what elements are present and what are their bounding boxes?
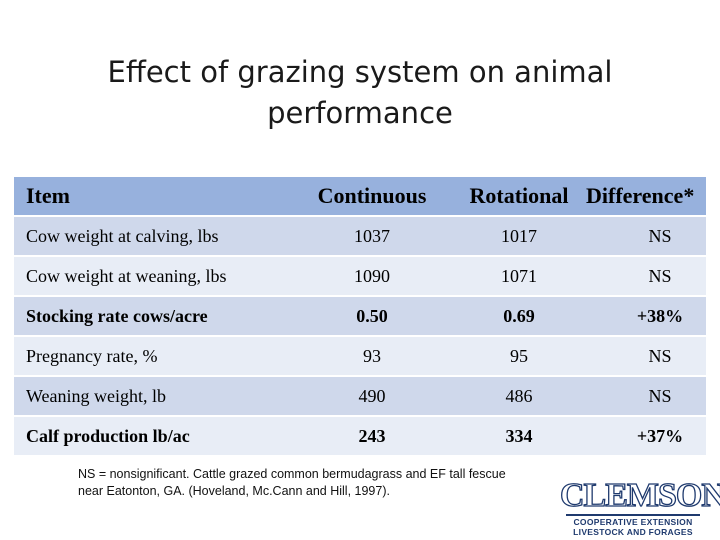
row-continuous: 1037 [290,217,454,255]
logo-wordmark: CLEMSON [559,477,720,514]
slide-title: Effect of grazing system on animal perfo… [107,55,613,130]
logo-line-2: LIVESTOCK AND FORAGES [573,527,693,537]
header-continuous: Continuous [290,177,454,215]
logo-rule [566,514,700,516]
row-item: Stocking rate cows/acre [14,297,290,335]
row-continuous: 0.50 [290,297,454,335]
row-rotational: 1071 [454,257,584,295]
row-item: Cow weight at weaning, lbs [14,257,290,295]
logo-line-1: COOPERATIVE EXTENSION [573,517,693,527]
table-row: Calf production lb/ac 243 334 +37% [14,417,706,455]
footnote-line-2: near Eatonton, GA. (Hoveland, Mc.Cann an… [78,484,390,498]
grazing-performance-table: Item Continuous Rotational Difference* C… [14,175,706,457]
row-continuous: 490 [290,377,454,415]
row-item: Weaning weight, lb [14,377,290,415]
header-rotational: Rotational [454,177,584,215]
row-rotational: 334 [454,417,584,455]
table-row: Cow weight at weaning, lbs 1090 1071 NS [14,257,706,295]
footnote-line-1: NS = nonsignificant. Cattle grazed commo… [78,467,506,481]
table-header-row: Item Continuous Rotational Difference* [14,177,706,215]
table-row: Stocking rate cows/acre 0.50 0.69 +38% [14,297,706,335]
row-item: Pregnancy rate, % [14,337,290,375]
row-difference: NS [584,257,706,295]
row-item: Calf production lb/ac [14,417,290,455]
row-difference: NS [584,217,706,255]
clemson-logo: CLEMSON COOPERATIVE EXTENSION LIVESTOCK … [559,477,720,537]
header-item: Item [14,177,290,215]
row-rotational: 95 [454,337,584,375]
header-difference: Difference* [584,177,706,215]
table-row: Cow weight at calving, lbs 1037 1017 NS [14,217,706,255]
row-continuous: 93 [290,337,454,375]
row-continuous: 243 [290,417,454,455]
row-continuous: 1090 [290,257,454,295]
table-row: Pregnancy rate, % 93 95 NS [14,337,706,375]
row-rotational: 1017 [454,217,584,255]
row-difference: +37% [584,417,706,455]
row-difference: +38% [584,297,706,335]
row-difference: NS [584,377,706,415]
row-rotational: 486 [454,377,584,415]
row-difference: NS [584,337,706,375]
row-item: Cow weight at calving, lbs [14,217,290,255]
table-row: Weaning weight, lb 490 486 NS [14,377,706,415]
footnote: NS = nonsignificant. Cattle grazed commo… [78,466,568,500]
row-rotational: 0.69 [454,297,584,335]
